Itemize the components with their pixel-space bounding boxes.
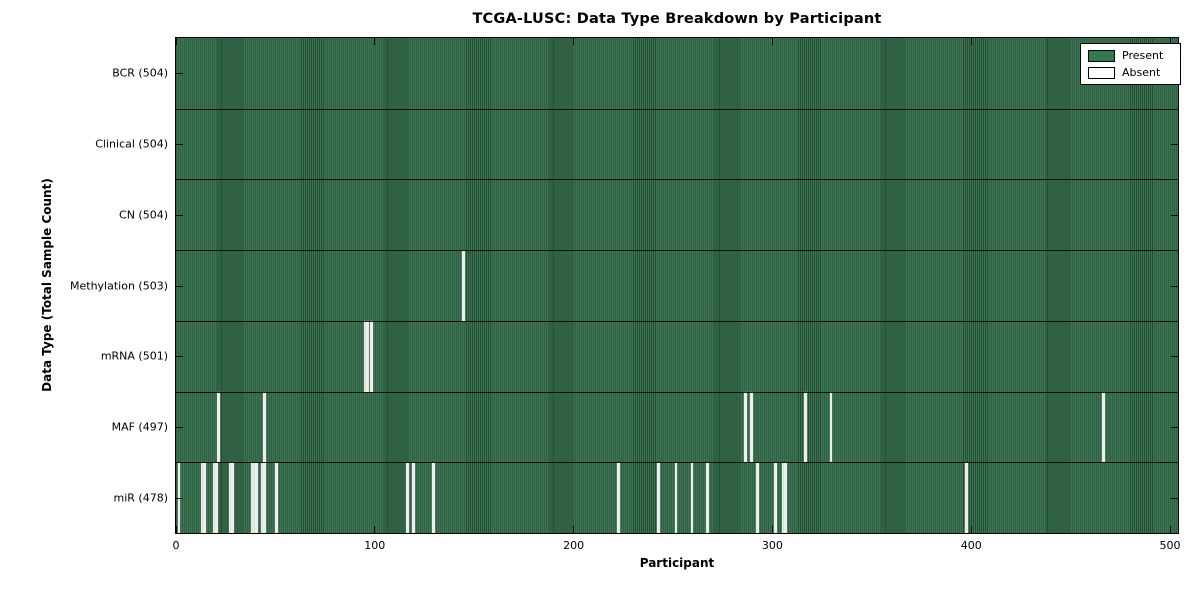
x-tick-label: 500 <box>1159 539 1181 552</box>
absent-gap-maf <box>263 392 266 463</box>
absent-gap-maf <box>803 392 807 463</box>
x-tick-bottom <box>771 526 773 533</box>
y-tick-label-clinical: Clinical (504) <box>95 137 168 151</box>
absent-gap-mir <box>255 462 258 533</box>
y-tick-left <box>176 426 183 428</box>
y-tick-left <box>176 356 183 358</box>
cell-edge-artifact <box>553 38 554 533</box>
absent-gap-mir <box>432 462 435 533</box>
row-separator <box>176 462 1178 464</box>
absent-gap-maf <box>744 392 747 463</box>
cell-edge-artifact <box>885 38 886 533</box>
y-tick-left <box>176 144 183 146</box>
y-tick-label-bcr: BCR (504) <box>112 66 168 80</box>
absent-gap-mir <box>229 462 233 533</box>
absent-gap-mir <box>201 462 205 533</box>
heatmap-plot <box>175 38 1178 533</box>
absent-gap-mir <box>783 462 787 533</box>
absent-gap-mir <box>406 462 410 533</box>
absent-gap-mir <box>251 462 254 533</box>
y-tick-right <box>1171 356 1178 358</box>
y-tick-left <box>176 497 183 499</box>
row-separator <box>176 250 1178 252</box>
legend-label-present: Present <box>1122 49 1164 62</box>
x-tick-label: 300 <box>761 539 783 552</box>
absent-gap-mrna <box>364 321 368 392</box>
y-tick-right <box>1171 426 1178 428</box>
x-tick-top <box>970 38 972 45</box>
cell-edge-artifact <box>719 38 720 533</box>
y-tick-left <box>176 285 183 287</box>
y-tick-right <box>1171 144 1178 146</box>
absent-gap-mir <box>706 462 710 533</box>
absent-gap-mir <box>690 462 694 533</box>
x-tick-label: 0 <box>172 539 180 552</box>
absent-gap-maf <box>1102 392 1105 463</box>
absent-gap-mir <box>263 462 266 533</box>
x-tick-top <box>175 38 177 45</box>
legend-box: Present Absent <box>1080 43 1181 85</box>
y-tick-right <box>1171 214 1178 216</box>
legend-item-present: Present <box>1088 49 1173 62</box>
x-tick-top <box>374 38 376 45</box>
x-tick-top <box>573 38 575 45</box>
x-tick-bottom <box>573 526 575 533</box>
row-separator <box>176 320 1178 322</box>
absent-gap-mir <box>215 462 219 533</box>
row-separator <box>176 108 1178 110</box>
absent-gap-mir <box>656 462 660 533</box>
absent-gap-mrna <box>370 321 374 392</box>
cell-edge-artifact <box>387 38 388 533</box>
y-tick-left <box>176 73 183 75</box>
row-separator <box>176 179 1178 181</box>
x-tick-top <box>1169 38 1171 45</box>
absent-gap-mir <box>261 462 264 533</box>
absent-gap-mir <box>674 462 678 533</box>
absent-gap-mir <box>616 462 620 533</box>
legend-swatch-present <box>1088 49 1115 62</box>
row-separator <box>176 391 1178 393</box>
absent-gap-mir <box>231 462 235 533</box>
chart-title: TCGA-LUSC: Data Type Breakdown by Partic… <box>472 11 882 27</box>
legend-label-absent: Absent <box>1122 66 1161 79</box>
absent-gap-maf <box>829 392 833 463</box>
absent-gap-mir <box>412 462 415 533</box>
x-tick-bottom <box>970 526 972 533</box>
x-tick-label: 400 <box>960 539 982 552</box>
absent-gap-mir <box>275 462 278 533</box>
y-tick-label-cn: CN (504) <box>119 208 168 222</box>
x-tick-bottom <box>1169 526 1171 533</box>
y-tick-right <box>1171 497 1178 499</box>
x-tick-label: 200 <box>563 539 585 552</box>
y-tick-label-mrna: mRNA (501) <box>100 349 168 363</box>
x-tick-top <box>771 38 773 45</box>
absent-gap-maf <box>217 392 221 463</box>
cell-edge-artifact <box>221 38 222 533</box>
absent-gap-mir <box>253 462 256 533</box>
x-tick-label: 100 <box>364 539 386 552</box>
y-tick-left <box>176 214 183 216</box>
cell-edge-artifact <box>1047 38 1048 533</box>
legend-item-absent: Absent <box>1088 66 1173 79</box>
absent-gap-mir <box>213 462 217 533</box>
y-axis-title: Data Type (Total Sample Count) <box>40 178 54 392</box>
legend-swatch-absent <box>1088 66 1115 79</box>
absent-gap-mir <box>756 462 759 533</box>
absent-gap-mir <box>774 462 777 533</box>
absent-gap-maf <box>750 392 753 463</box>
absent-gap-methylation <box>461 250 465 321</box>
y-tick-label-methylation: Methylation (503) <box>70 279 168 292</box>
y-tick-right <box>1171 285 1178 287</box>
x-tick-bottom <box>175 526 177 533</box>
x-axis-title: Participant <box>639 556 715 570</box>
absent-gap-mir <box>781 462 785 533</box>
absent-gap-mir <box>203 462 207 533</box>
x-tick-bottom <box>374 526 376 533</box>
y-tick-label-maf: MAF (497) <box>111 420 168 434</box>
absent-gap-mir <box>964 462 968 533</box>
absent-gap-mrna <box>366 321 370 392</box>
y-tick-label-mir: miR (478) <box>113 491 169 505</box>
